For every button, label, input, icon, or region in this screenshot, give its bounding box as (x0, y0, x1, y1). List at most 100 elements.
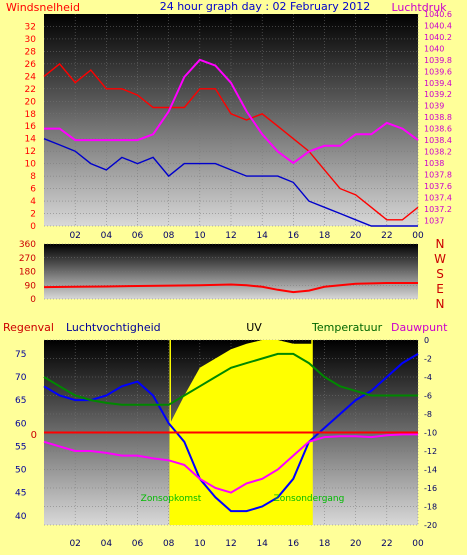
x-tick-label: 02 (69, 231, 80, 241)
left-tick-label: 10 (25, 160, 37, 170)
right-tick-label: 1038.2 (424, 148, 452, 157)
left-tick-label: 16 (25, 122, 37, 132)
left-tick-label: 32 (25, 22, 36, 32)
x-tick-label: 08 (163, 231, 175, 241)
right-tick-label: 1038 (424, 159, 444, 168)
right-tick-label: 1040.4 (424, 21, 452, 30)
panel2-series (43, 282, 418, 294)
x-tick-label: 04 (101, 231, 113, 241)
left-tick-label: 60 (15, 419, 27, 429)
x-tick-label: 10 (194, 231, 206, 241)
x-tick-label: 14 (256, 231, 268, 241)
left-tick-label: 50 (15, 466, 27, 476)
compass-label: N (436, 237, 445, 251)
x-tick-label: 16 (288, 539, 300, 549)
left-tick-label: 270 (19, 254, 36, 264)
x-tick-label: 18 (319, 539, 331, 549)
left-tick-label: 40 (15, 512, 27, 522)
right-tick-label: -6 (424, 392, 432, 401)
series-line (43, 138, 418, 227)
legend-regenval: Regenval (3, 321, 54, 334)
left-tick-label: 22 (25, 85, 36, 95)
x-tick-label: 22 (381, 231, 392, 241)
compass-label: E (436, 282, 444, 296)
right-tick-label: 1039 (424, 102, 444, 111)
left-tick-label: 12 (25, 147, 36, 157)
right-tick-label: 1037.8 (424, 170, 452, 179)
right-tick-label: 1037 (424, 216, 444, 225)
x-tick-label: 04 (101, 539, 113, 549)
x-tick-label: 02 (69, 539, 80, 549)
x-tick-label: 18 (319, 231, 331, 241)
legend-luchtvochtigheid: Luchtvochtigheid (66, 321, 161, 334)
x-tick-label: 20 (350, 231, 362, 241)
panel1-right-ticks: 1037 1037.2 1037.4 1037.6 1037.8 1038 1038.2 10… (424, 10, 452, 225)
x-tick-label: 00 (412, 539, 424, 549)
left-tick-label: 55 (15, 442, 26, 452)
left-tick-label: 90 (25, 281, 37, 291)
x-tick-label: 00 (412, 231, 424, 241)
left-tick-label: 0 (30, 295, 36, 305)
left-tick-label: 65 (15, 396, 26, 406)
legend-temperatuur: Temperatuur (311, 321, 383, 334)
left-tick-label: 30 (25, 35, 37, 45)
panel1-series (43, 58, 419, 227)
panel1-x-ticks: 02 04 06 08 10 12 14 16 18 20 22 00 (69, 231, 424, 241)
left-tick-label: 75 (15, 350, 26, 360)
panel3-series (43, 340, 419, 525)
series-line (43, 352, 418, 406)
annotation-sunrise: Zonsopkomst (141, 494, 202, 504)
right-tick-label: 1040 (424, 44, 444, 53)
right-tick-label: -12 (424, 447, 437, 456)
left-tick-label: 14 (25, 135, 37, 145)
right-tick-label: 0 (424, 336, 429, 345)
series-line (43, 62, 419, 221)
right-tick-label: -10 (424, 429, 437, 438)
left-tick-label: 8 (30, 172, 36, 182)
x-tick-label: 14 (256, 539, 268, 549)
compass-label: S (436, 267, 444, 281)
left-tick-label: 0 (30, 222, 36, 232)
right-tick-label: -18 (424, 503, 437, 512)
x-tick-label: 16 (288, 231, 300, 241)
right-tick-label: 1039.2 (424, 90, 452, 99)
left-tick-label: 2 (30, 210, 36, 220)
panel3-left-ticks: 40 45 50 55 60 65 70 75 (15, 350, 27, 522)
x-tick-label: 08 (163, 539, 175, 549)
panel1-grid (44, 14, 419, 227)
right-tick-label: -4 (424, 373, 432, 382)
series-line (43, 282, 418, 294)
right-tick-label: 1040.2 (424, 33, 452, 42)
right-tick-label: 1038.8 (424, 113, 452, 122)
right-tick-label: 1037.4 (424, 193, 452, 202)
x-tick-label: 06 (132, 539, 144, 549)
right-tick-label: 1039.4 (424, 79, 452, 88)
left-tick-label: 180 (19, 268, 36, 278)
left-tick-label: 360 (19, 240, 36, 250)
legend-uv: UV (246, 321, 262, 334)
left-axis-label-wind: Windsnelheid (6, 1, 80, 14)
right-tick-label: 1040.6 (424, 10, 452, 19)
x-tick-label: 12 (225, 231, 236, 241)
right-tick-label: 1037.2 (424, 205, 452, 214)
left-tick-label: 18 (25, 110, 37, 120)
panel3-x-ticks: 02 04 06 08 10 12 14 16 18 20 22 00 (69, 539, 424, 549)
right-tick-label: 1039.6 (424, 67, 452, 76)
compass-label: W (434, 252, 446, 266)
right-tick-label: -14 (424, 466, 437, 475)
left-tick-label: 24 (25, 72, 37, 82)
legend-dauwpunt: Dauwpunt (391, 321, 448, 334)
right-tick-label: -2 (424, 355, 432, 364)
panel2-left-ticks: 0 90 180 270 360 (19, 240, 36, 305)
compass-label: N (436, 297, 445, 311)
right-tick-label: -20 (424, 521, 437, 530)
rain-zero-label: 0 (31, 430, 37, 441)
right-tick-label: 1039.8 (424, 56, 452, 65)
left-tick-label: 20 (25, 97, 37, 107)
series-line (43, 433, 418, 494)
right-tick-label: 1038.4 (424, 136, 452, 145)
graph-title: 24 hour graph day : 02 February 2012 (160, 0, 371, 13)
x-tick-label: 20 (350, 539, 362, 549)
